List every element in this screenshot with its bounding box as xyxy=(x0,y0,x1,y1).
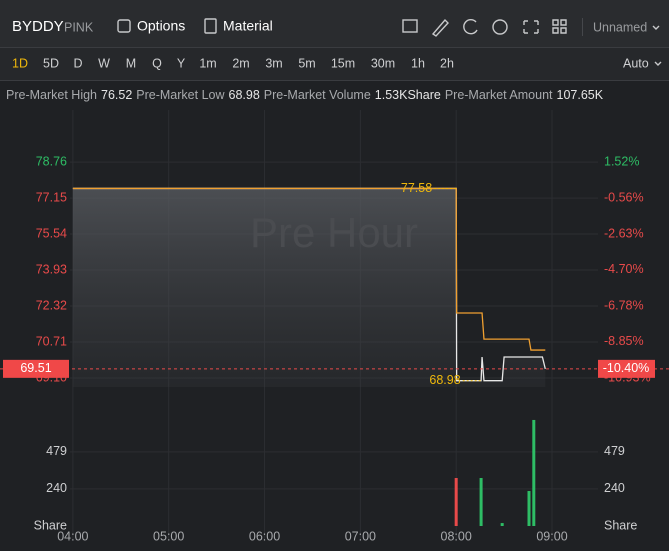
volume-bar xyxy=(454,478,458,526)
period-button[interactable]: D xyxy=(73,56,82,70)
chevron xyxy=(652,25,660,30)
scale-mode[interactable]: Auto xyxy=(623,56,649,70)
y-tick-label: 78.76 xyxy=(36,154,67,168)
watermark: Pre Hour xyxy=(250,209,418,256)
period-button[interactable]: M xyxy=(126,56,136,70)
stat-value: 1.53KShare xyxy=(375,88,441,102)
y-tick-label: 240 xyxy=(46,481,67,495)
period-button[interactable]: Q xyxy=(152,56,162,70)
stat-value: 76.52 xyxy=(101,88,132,102)
stats-line: Pre-Market High 76.52 Pre-Market Low 68.98 P… xyxy=(6,88,604,102)
y-tick-label: 70.71 xyxy=(36,334,67,348)
y2-tick-label: -6.78% xyxy=(604,298,644,312)
period-bar xyxy=(0,48,669,80)
y2-tick-label: -2.63% xyxy=(604,226,644,240)
y-tick-label: 72.32 xyxy=(36,298,67,312)
icon[interactable] xyxy=(431,18,449,37)
high-marker-label: 77.58 xyxy=(401,181,432,195)
period-button[interactable]: 1D xyxy=(12,56,28,70)
y2-tick-label: -4.70% xyxy=(604,262,644,276)
exchange: PINK xyxy=(64,20,94,34)
period-button[interactable]: 5m xyxy=(298,56,315,70)
chevron xyxy=(654,61,662,66)
period-button[interactable]: 3m xyxy=(265,56,282,70)
y2-tick-label: -8.85% xyxy=(604,334,644,348)
last-change-label: -10.40% xyxy=(603,361,650,375)
icon[interactable] xyxy=(523,20,539,34)
period-button[interactable]: 15m xyxy=(331,56,355,70)
low-marker-label: 68.98 xyxy=(429,373,460,387)
stat-value: 68.98 xyxy=(229,88,260,102)
y2-unit: Share xyxy=(604,518,637,532)
volume-bar xyxy=(500,523,504,526)
volume-bar xyxy=(479,478,483,526)
material-icon xyxy=(204,18,217,34)
last-price-box xyxy=(3,359,69,378)
symbol[interactable]: BYDDY xyxy=(12,18,64,35)
material-button[interactable]: Material xyxy=(223,18,273,34)
stat-label: Pre-Market Low xyxy=(136,88,225,102)
y2-tick-label: 479 xyxy=(604,444,625,458)
period-button[interactable]: 1h xyxy=(411,56,425,70)
x-tick-label: 07:00 xyxy=(345,529,376,543)
icon[interactable] xyxy=(552,19,567,34)
last-price-label: 69.51 xyxy=(20,361,51,375)
top-bar xyxy=(0,0,669,47)
x-tick-label: 08:00 xyxy=(441,529,472,543)
y-tick-label: 479 xyxy=(46,444,67,458)
y-unit: Share xyxy=(34,518,67,532)
y-tick-label: 77.15 xyxy=(36,190,67,204)
y2-tick-label: 1.52% xyxy=(604,154,639,168)
x-tick-label: 09:00 xyxy=(536,529,567,543)
icon[interactable] xyxy=(402,19,418,33)
icon[interactable] xyxy=(492,19,508,35)
stat-value: 107.65K xyxy=(557,88,604,102)
y-tick-label: 73.93 xyxy=(36,262,67,276)
period-button[interactable]: 2m xyxy=(232,56,249,70)
period-button[interactable]: 5D xyxy=(43,56,59,70)
volume-bar xyxy=(527,491,531,526)
x-tick-label: 05:00 xyxy=(153,529,184,543)
stat-label: Pre-Market Volume xyxy=(264,88,371,102)
stat-label: Pre-Market Amount xyxy=(445,88,553,102)
options-button[interactable]: Options xyxy=(137,18,185,34)
price-line xyxy=(72,187,546,351)
price-area xyxy=(72,188,546,387)
period-button[interactable]: Y xyxy=(177,56,186,70)
y2-tick-label: 240 xyxy=(604,481,625,495)
period-button[interactable]: 2h xyxy=(440,56,454,70)
icon[interactable] xyxy=(463,19,478,35)
x-tick-label: 06:00 xyxy=(249,529,280,543)
volume-bar xyxy=(532,419,536,526)
period-button[interactable]: 1m xyxy=(199,56,216,70)
y2-tick-label: -0.56% xyxy=(604,190,644,204)
period-button[interactable]: 30m xyxy=(371,56,395,70)
layout-name[interactable]: Unnamed xyxy=(593,20,647,34)
last-change-box xyxy=(598,359,655,378)
x-tick-label: 04:00 xyxy=(57,529,88,543)
y-tick-label: 75.54 xyxy=(36,226,67,240)
period-button[interactable]: W xyxy=(98,56,110,70)
stat-label: Pre-Market High xyxy=(6,88,97,102)
tool-icons[interactable] xyxy=(402,18,567,37)
options-icon xyxy=(117,19,131,33)
